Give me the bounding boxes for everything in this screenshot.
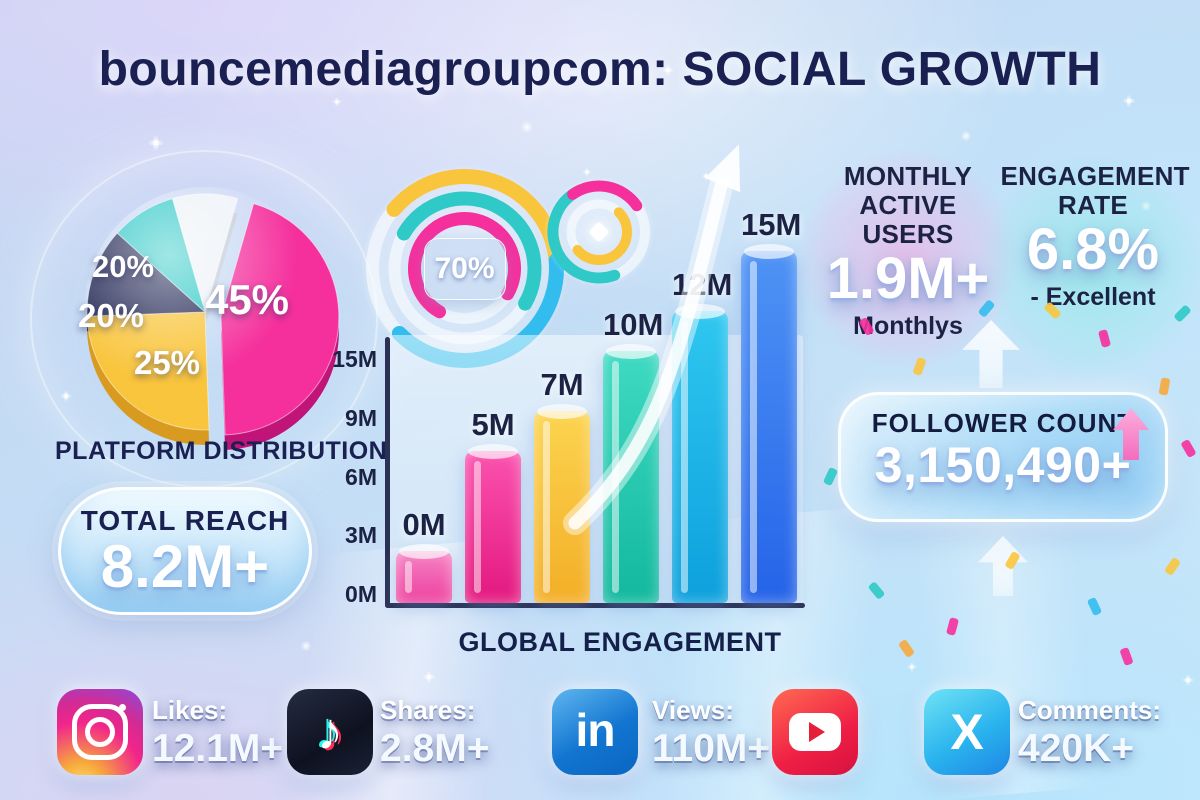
engagement-sub: - Excellent — [1030, 283, 1156, 312]
youtube-play-triangle — [809, 722, 825, 742]
sparkle — [145, 132, 167, 154]
y-axis-ticks: 15M 9M 6M 3M 0M — [332, 348, 377, 607]
bar-value-label: 15M — [741, 207, 802, 242]
confetti — [1180, 438, 1197, 459]
x-icon: X — [924, 689, 1010, 775]
pie-slice-label: 20% — [91, 249, 155, 284]
pie-slice-label: 25% — [133, 344, 201, 381]
follower-count-value: 3,150,490+ — [874, 437, 1132, 493]
confetti — [1119, 646, 1134, 667]
bar-value-label: 0M — [402, 507, 446, 542]
x-axis-line — [385, 603, 805, 608]
glint — [520, 120, 534, 134]
likes-value: 12.1M+ — [152, 727, 284, 770]
y-tick: 6M — [345, 463, 377, 490]
page-title: bouncemediagroupcom: SOCIAL GROWTH — [98, 43, 1102, 96]
views-stat: Views: 110M+ — [652, 695, 770, 771]
sparkle — [700, 170, 712, 182]
confetti — [1158, 377, 1171, 396]
mau-label: MONTHLY ACTIVE USERS — [843, 161, 973, 250]
total-reach-label: TOTAL REACH — [80, 505, 290, 536]
views-value: 110M+ — [652, 727, 771, 770]
mau-value: 1.9M+ — [826, 246, 990, 312]
glint — [960, 130, 972, 142]
youtube-play-body — [789, 713, 841, 751]
bar-group: 0M 5M 7M 10M 12M 15M — [396, 207, 801, 603]
confetti — [897, 638, 916, 659]
follower-count-card: FOLLOWER COUNT 3,150,490+ — [838, 392, 1168, 522]
sparkle — [330, 95, 344, 109]
y-tick: 3M — [345, 522, 377, 549]
glint — [300, 640, 312, 652]
monthly-active-users-card: MONTHLY ACTIVE USERS 1.9M+ Monthlys — [808, 161, 1008, 341]
bar-value-label: 7M — [540, 367, 584, 402]
y-tick: 15M — [332, 346, 377, 372]
donut-arc-teal — [387, 191, 542, 346]
y-tick: 9M — [345, 404, 377, 431]
pie-slice-label: 45% — [204, 276, 290, 323]
chart-caption: GLOBAL ENGAGEMENT — [458, 627, 782, 657]
donut-arc-yellow — [365, 169, 564, 368]
engagement-rate-card: ENGAGEMENT RATE 6.8% - Excellent — [988, 161, 1198, 312]
linkedin-in-glyph: in — [575, 704, 616, 756]
pie-caption: PLATFORM DISTRIBUTION — [55, 437, 388, 465]
confetti — [822, 466, 839, 487]
donut-arc-pink — [407, 212, 521, 325]
bar-value-label: 12M — [672, 267, 733, 302]
linkedin-icon: in — [552, 689, 638, 775]
x-glyph: X — [950, 704, 984, 760]
y-axis-line — [385, 337, 390, 607]
youtube-icon — [772, 689, 858, 775]
likes-stat: Likes: 12.1M+ — [152, 695, 283, 771]
comments-value: 420K+ — [1018, 727, 1135, 770]
comments-label: Comments: — [1018, 695, 1162, 725]
bar-value-label: 10M — [603, 307, 664, 342]
engagement-value: 6.8% — [1026, 217, 1160, 283]
sparkle — [420, 668, 438, 686]
platform-distribution-pie: 45% 25% 20% 20% — [65, 172, 355, 472]
views-label: Views: — [652, 695, 734, 725]
instagram-camera-frame — [72, 704, 128, 760]
sparkle — [905, 660, 919, 674]
global-engagement-chart: 15M 9M 6M 3M 0M 0M 5M 7M 10M 12M 15M GLOBAL ENGAG… — [332, 207, 810, 665]
likes-label: Likes: — [152, 695, 228, 725]
instagram-camera-dot — [119, 704, 126, 711]
engagement-label: ENGAGEMENT RATE — [1000, 161, 1190, 221]
instagram-icon — [57, 689, 143, 775]
confetti — [1086, 596, 1103, 617]
bar-0M: 0M — [396, 507, 452, 603]
follower-count-label: FOLLOWER COUNT — [871, 408, 1135, 438]
sparkle — [1180, 672, 1196, 688]
shares-value: 2.8M+ — [380, 727, 490, 770]
bar-7M: 7M — [534, 367, 590, 603]
confetti — [945, 617, 960, 636]
comments-stat: Comments: 420K+ — [1018, 695, 1161, 771]
confetti — [867, 581, 886, 600]
total-reach-value: 8.2M+ — [100, 533, 270, 600]
instagram-camera-lens — [85, 717, 115, 747]
y-tick: 0M — [345, 581, 377, 607]
donut-percent: 70% — [423, 237, 506, 300]
teal-glow — [982, 156, 1200, 378]
bar-12M: 12M — [672, 267, 732, 603]
bar-15M: 15M — [741, 207, 801, 603]
bar-10M: 10M — [603, 307, 663, 603]
pie-slice-label: 20% — [77, 297, 145, 334]
shares-label: Shares: — [380, 695, 476, 725]
shares-stat: Shares: 2.8M+ — [380, 695, 489, 771]
confetti — [1163, 556, 1182, 577]
total-reach-card: TOTAL REACH 8.2M+ — [58, 487, 312, 615]
tiktok-note-glyph: ♪ — [317, 703, 343, 761]
bar-value-label: 5M — [471, 407, 515, 442]
up-arrow-icon — [978, 536, 1028, 596]
tiktok-icon: ♪ — [287, 689, 373, 775]
bar-5M: 5M — [465, 407, 521, 603]
